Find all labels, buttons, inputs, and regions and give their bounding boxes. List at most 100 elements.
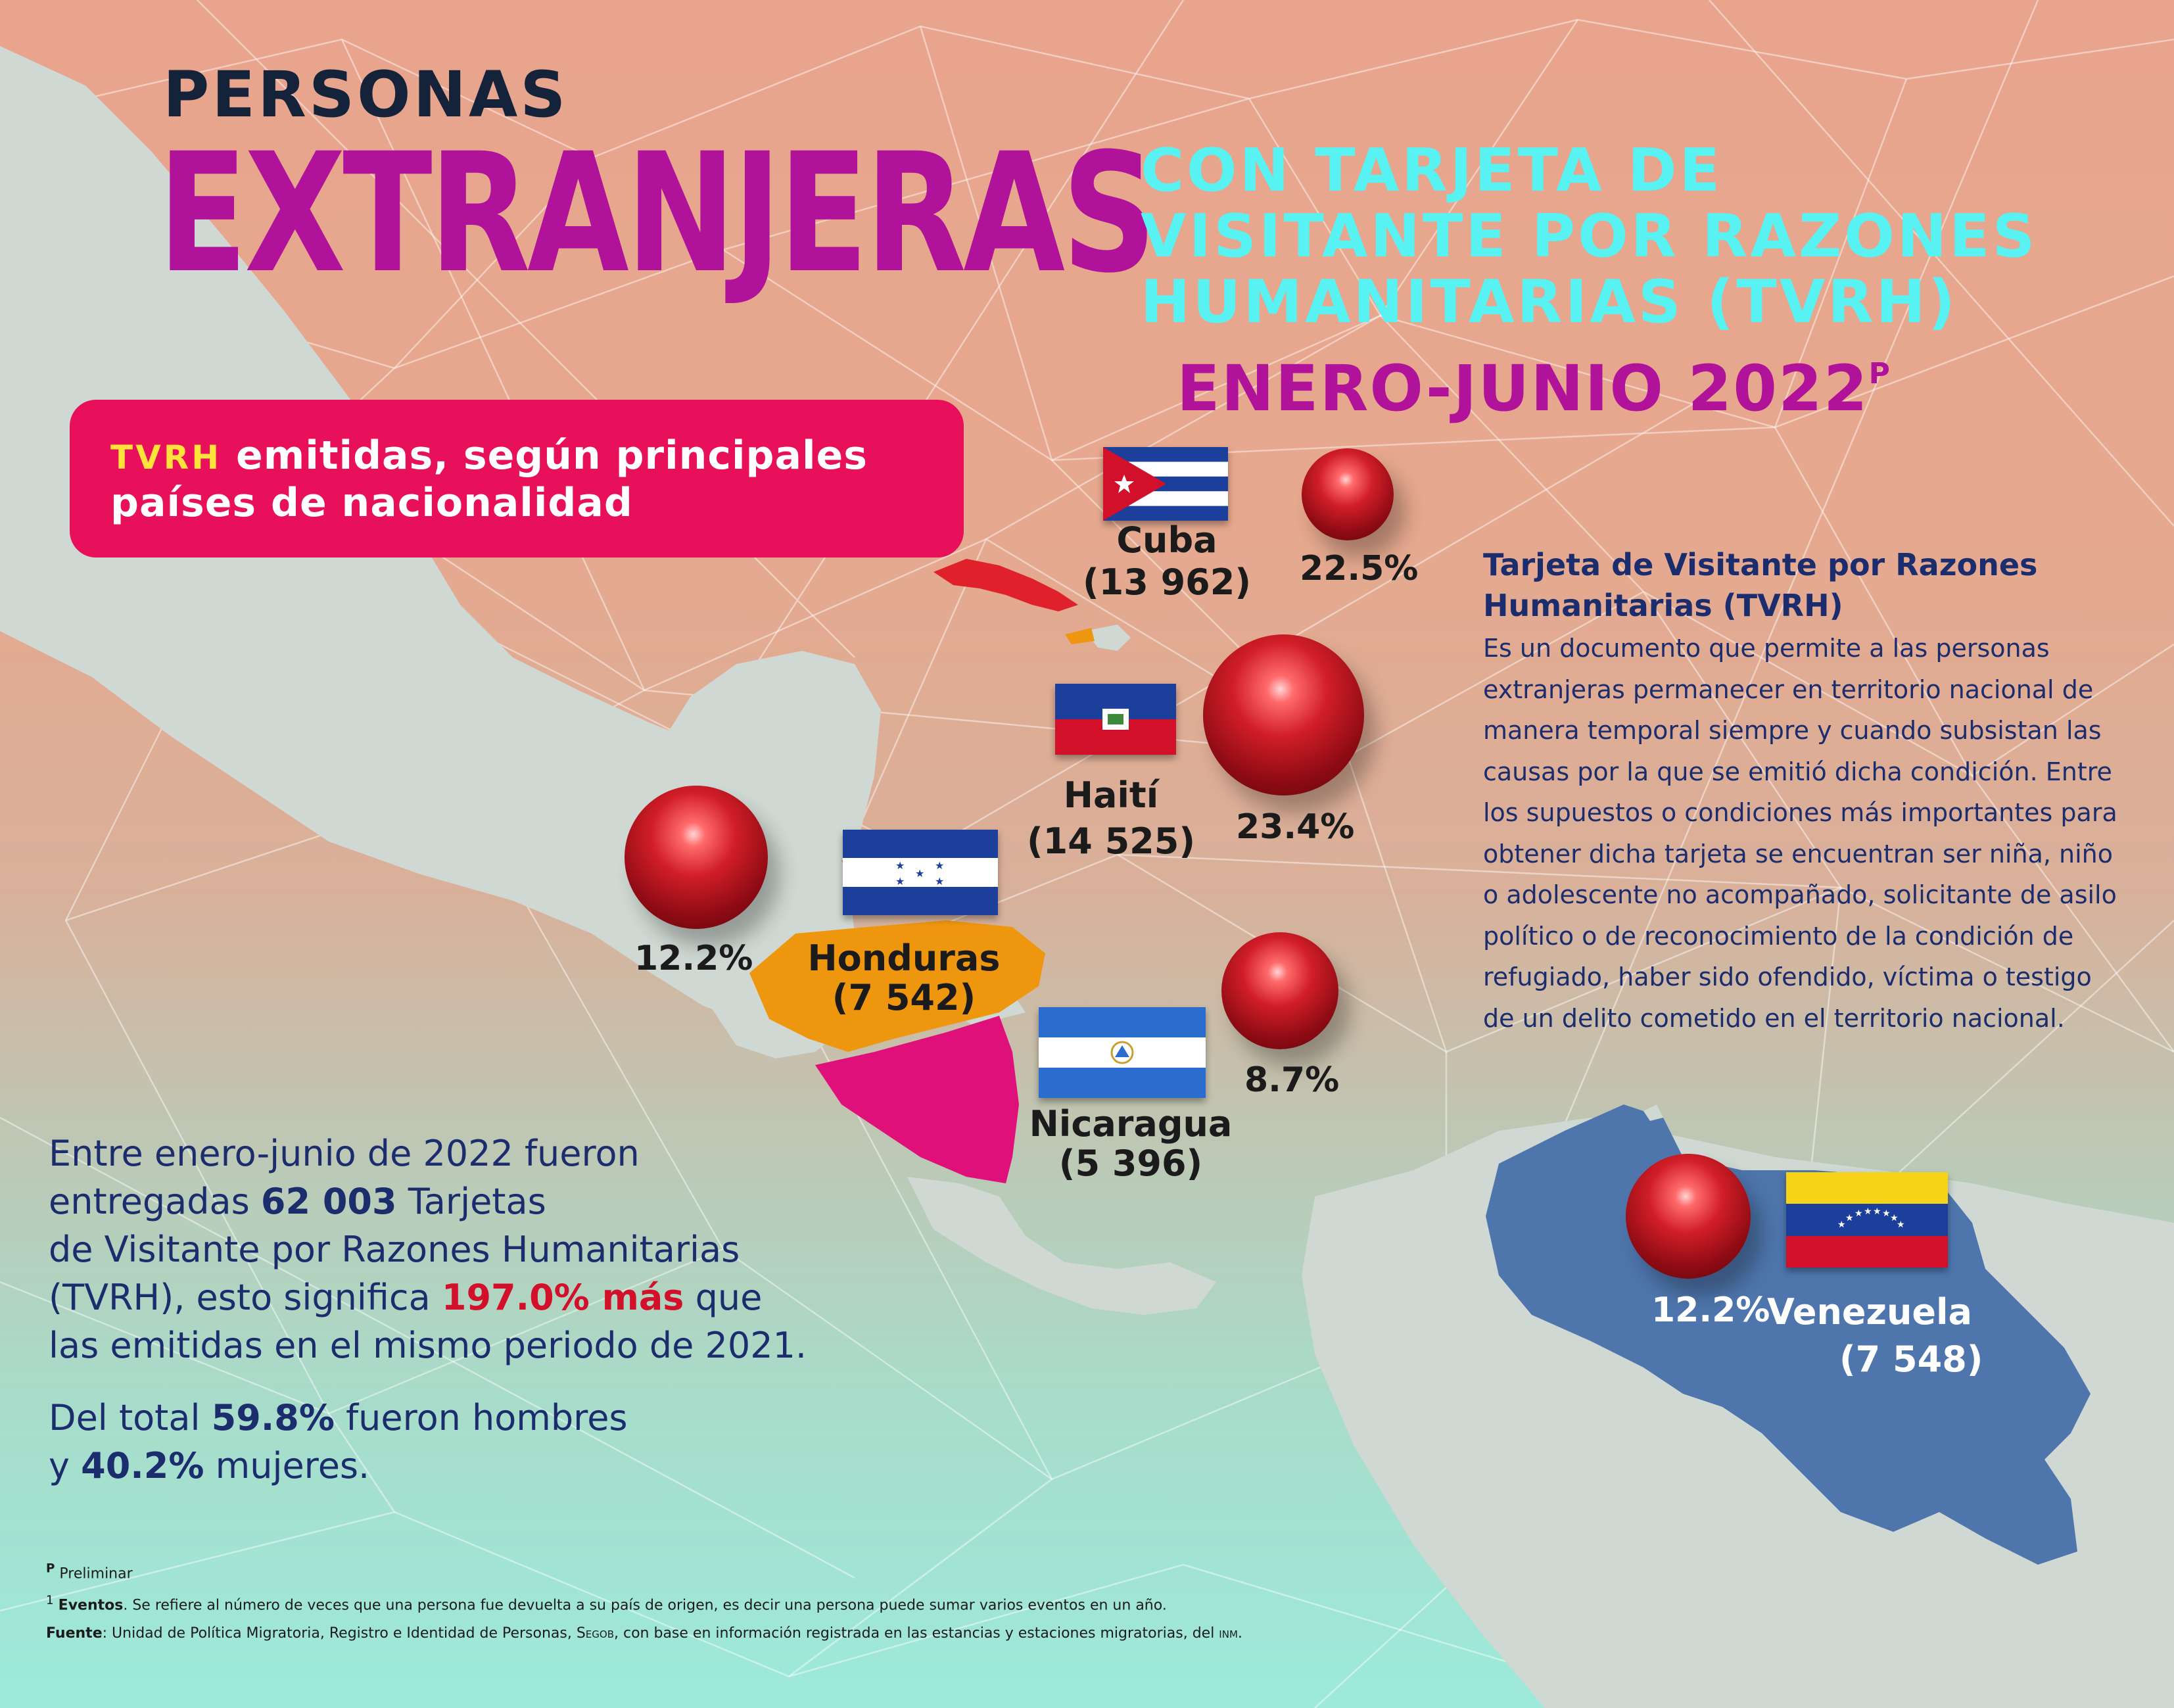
svg-text:★: ★ [1837,1220,1846,1230]
nicaragua-name: Nicaragua [1029,1103,1233,1145]
subtitle-line2: países de nacionalidad [110,480,633,526]
summary-line1: Entre enero-junio de 2022 fueron [49,1133,640,1174]
venezuela-flag-icon: ★★ ★ ★ ★ ★ ★★ [1786,1172,1948,1268]
summary-line2a: entregadas [49,1181,261,1222]
gender-line2: y 40.2% mujeres. [49,1442,706,1490]
summary-line2: entregadas 62 003 Tarjetas [49,1177,982,1225]
summary-text: Entre enero-junio de 2022 fueron entrega… [49,1129,982,1369]
svg-text:★: ★ [1882,1208,1891,1219]
subtitle-line1: TVRH emitidas, según principales [110,433,868,479]
svg-text:★: ★ [1897,1220,1905,1230]
footnote-source-text1: : Unidad de Política Migratoria, Registr… [102,1625,577,1642]
venezuela-count: (7 548) [1839,1339,1983,1380]
cuba-map-shape [933,559,1078,611]
venezuela-percent: 12.2% [1651,1291,1770,1330]
gender-line2a: y [49,1445,82,1486]
definition-title: Tarjeta de Visitante por Razones Humanit… [1483,544,2127,626]
summary-line5: las emitidas en el mismo periodo de 2021… [49,1325,807,1366]
summary-line4a: ( [49,1277,63,1318]
definition-body: Es un documento que permite a las person… [1483,634,2117,1033]
haiti-label: Haití (14 525) [1022,772,1200,865]
nicaragua-map-shape [815,1016,1019,1183]
nicaragua-bubble [1221,932,1338,1049]
footnote-source-segob: Segob [576,1625,614,1642]
definition-title-close: ) [1829,588,1843,623]
women-percent: 40.2% [81,1445,204,1486]
honduras-flag-icon: ★ ★ ★ ★ ★ [843,830,998,915]
title-extranjeras: EXTRANJERAS [158,118,1156,309]
honduras-name: Honduras [807,937,1001,979]
yucatan-landmass [657,651,881,874]
haiti-name: Haití [1063,774,1159,816]
hispaniola-map-shape [1085,625,1131,651]
svg-text:★: ★ [895,875,905,888]
svg-text:★: ★ [1873,1206,1881,1217]
summary-acronym: TVRH [62,1277,160,1318]
footnote-events-label: Eventos [58,1597,124,1614]
definition-title-line2: Humanitarias (TVRH) [1483,585,2127,626]
svg-text:★: ★ [1855,1208,1863,1219]
nicaragua-count: (5 396) [1058,1143,1203,1184]
cuba-label: Cuba (13 962) [1078,519,1256,604]
footnote-preliminary-mark: P [46,1562,55,1576]
footnote-source-inm: inm [1219,1625,1238,1642]
title-tvrh-line1: CON TARJETA DE [1141,136,1723,205]
svg-text:★: ★ [895,859,905,872]
title-tvrh-line2: VISITANTE POR RAZONES [1141,202,2038,271]
gender-line1: Del total 59.8% fueron hombres [49,1394,706,1442]
summary-line4: (TVRH), esto significa 197.0% más que [49,1273,982,1321]
gender-line1c: fueron hombres [334,1397,628,1438]
definition-title-acronym: TVRH [1736,588,1830,623]
nicaragua-label: Nicaragua (5 396) [999,1104,1262,1183]
honduras-bubble [625,786,768,929]
footnote-source-label: Fuente [46,1625,103,1642]
footnote-events-mark: 1 [46,1594,54,1607]
venezuela-label: Venezuela (7 548) [1767,1289,1983,1383]
footnote-events-text: . Se refiere al número de veces que una … [123,1597,1167,1614]
nicaragua-percent: 8.7% [1244,1060,1340,1100]
svg-text:★: ★ [935,875,944,888]
period-preliminary-mark: P [1868,357,1891,391]
title-period: ENERO-JUNIO 2022P [1177,352,1891,425]
subtitle-line1-text: emitidas, según principales [222,433,868,479]
venezuela-bubble [1626,1154,1751,1279]
haiti-flag-icon [1055,684,1176,755]
haiti-percent: 23.4% [1236,807,1355,847]
svg-text:★: ★ [1864,1206,1872,1217]
gender-line1a: Del total [49,1397,212,1438]
definition-title-line1: Tarjeta de Visitante por Razones [1483,547,2038,582]
footnote-source: Fuente: Unidad de Política Migratoria, R… [46,1625,1492,1642]
honduras-percent: 12.2% [634,939,753,978]
svg-text:★: ★ [1890,1213,1899,1223]
cuba-name: Cuba [1116,519,1217,561]
definition-title-text: Humanitarias ( [1483,588,1737,623]
honduras-label: Honduras (7 542) [772,939,1035,1018]
venezuela-name: Venezuela [1767,1291,1972,1333]
honduras-map-shape [749,920,1045,1052]
svg-text:★: ★ [935,859,944,872]
cuba-bubble [1302,448,1394,540]
nicaragua-flag-icon [1039,1007,1206,1098]
cuba-percent: 22.5% [1300,549,1419,588]
summary-line4d: que [684,1277,763,1318]
summary-line4b: ), esto significa [160,1277,442,1318]
cuba-count: (13 962) [1082,561,1252,603]
haiti-map-shape [1065,628,1095,644]
footnote-source-text2: , con base en información registrada en … [614,1625,1219,1642]
gender-summary: Del total 59.8% fueron hombres y 40.2% m… [49,1394,706,1490]
title-tvrh-line3: HUMANITARIAS (TVRH) [1141,268,1958,337]
svg-text:★: ★ [915,867,924,880]
subtitle-box: TVRH emitidas, según principales países … [70,400,964,557]
title-personas: PERSONAS [163,58,569,131]
footnote-preliminary-text: Preliminar [55,1565,133,1582]
svg-text:★: ★ [1845,1213,1854,1223]
footnote-preliminary: P Preliminar [46,1562,1492,1582]
footnote-events: 1 Eventos. Se refiere al número de veces… [46,1594,1492,1613]
haiti-count: (14 525) [1026,820,1196,862]
costa-rica-panama-landmass [907,1177,1216,1315]
gender-line2c: mujeres. [204,1445,370,1486]
period-text: ENERO-JUNIO 2022 [1177,352,1869,425]
summary-line3: de Visitante por Razones Humanitarias [49,1229,740,1270]
